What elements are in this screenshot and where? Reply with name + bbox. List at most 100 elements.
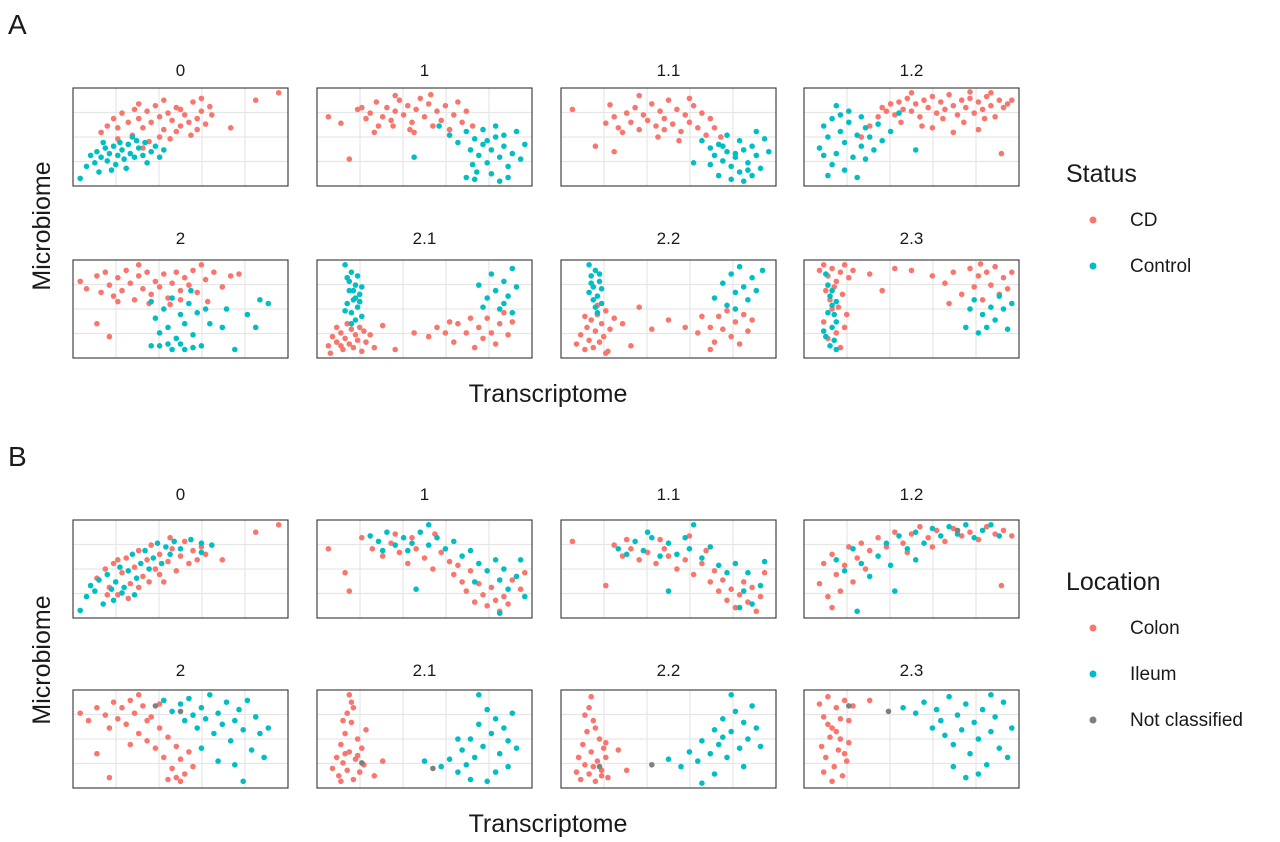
data-point (690, 571, 697, 578)
data-point (753, 287, 760, 294)
data-point (463, 762, 470, 768)
data-point (181, 538, 188, 545)
data-point (676, 137, 682, 144)
data-point (586, 704, 592, 711)
legend-label: CD (1130, 210, 1157, 231)
legend-swatch (1089, 262, 1097, 270)
facet-title: 1.2 (900, 485, 924, 504)
data-point (469, 123, 476, 129)
data-point (148, 298, 154, 305)
data-point (455, 320, 461, 327)
data-point (728, 163, 734, 170)
data-point (329, 333, 336, 340)
data-point (833, 150, 840, 157)
data-point (846, 108, 852, 114)
legend-label: Not classified (1130, 710, 1243, 731)
data-point (825, 282, 831, 288)
data-point (190, 267, 196, 274)
data-point (736, 604, 743, 611)
data-point (356, 298, 363, 305)
data-point (409, 119, 415, 126)
data-point (209, 112, 215, 118)
data-point (745, 736, 751, 742)
data-point (181, 320, 188, 327)
data-point (106, 774, 113, 781)
data-point (344, 767, 351, 774)
data-point (640, 112, 647, 118)
data-point (219, 284, 226, 290)
data-point (979, 106, 986, 113)
data-point (992, 317, 998, 323)
data-point (352, 317, 359, 323)
data-point (350, 776, 357, 783)
data-point (165, 295, 171, 301)
data-point (438, 117, 445, 124)
data-point (917, 114, 923, 120)
facet-title: 0 (176, 61, 185, 80)
data-point (348, 719, 355, 726)
data-point (173, 269, 180, 276)
data-point (841, 750, 848, 757)
data-point (963, 522, 969, 528)
data-point (728, 176, 734, 183)
data-point (816, 267, 823, 274)
data-point (150, 555, 157, 561)
data-point (983, 93, 990, 100)
data-point (371, 773, 378, 779)
data-point (896, 99, 902, 105)
data-point (728, 333, 734, 340)
data-point (480, 141, 486, 148)
data-point (1004, 101, 1011, 107)
data-point (657, 108, 663, 114)
data-point (954, 112, 961, 118)
data-point (942, 538, 948, 545)
data-point (384, 529, 390, 535)
data-point (219, 721, 226, 728)
data-point (669, 121, 676, 127)
data-point (363, 339, 369, 345)
data-point (598, 773, 605, 779)
data-point (392, 542, 399, 548)
legend-title: Location (1066, 568, 1161, 596)
data-point (333, 754, 340, 761)
facet-1-2: 1.2 (803, 61, 1020, 187)
data-point (492, 134, 499, 140)
legend-swatch (1089, 216, 1097, 224)
data-point (615, 125, 622, 131)
data-point (379, 547, 386, 554)
data-point (942, 106, 948, 113)
data-point (417, 529, 424, 535)
data-point (979, 311, 986, 318)
data-point (586, 289, 592, 296)
data-point (1000, 699, 1007, 705)
data-point (125, 595, 132, 602)
data-point (135, 730, 142, 737)
facet-title: 2.1 (413, 229, 437, 248)
data-point (275, 522, 282, 528)
data-point (131, 592, 138, 598)
data-point (177, 287, 184, 294)
data-point (590, 297, 597, 303)
data-point (912, 147, 919, 153)
data-point (135, 692, 142, 698)
data-point (119, 590, 125, 596)
data-point (451, 538, 457, 545)
data-point (119, 569, 125, 576)
data-point (392, 92, 399, 99)
data-point (825, 134, 831, 140)
data-point (344, 320, 351, 327)
data-point (715, 562, 722, 569)
data-point (745, 599, 751, 605)
data-point (981, 115, 988, 122)
data-point (580, 741, 586, 748)
data-point (823, 271, 829, 277)
data-point (167, 136, 173, 142)
data-point (455, 562, 461, 569)
data-point (405, 560, 411, 567)
data-point (158, 560, 165, 567)
data-point (467, 736, 474, 742)
data-point (921, 699, 927, 705)
data-point (194, 725, 200, 731)
data-point (846, 119, 852, 126)
facet-title: 1.2 (900, 61, 924, 80)
